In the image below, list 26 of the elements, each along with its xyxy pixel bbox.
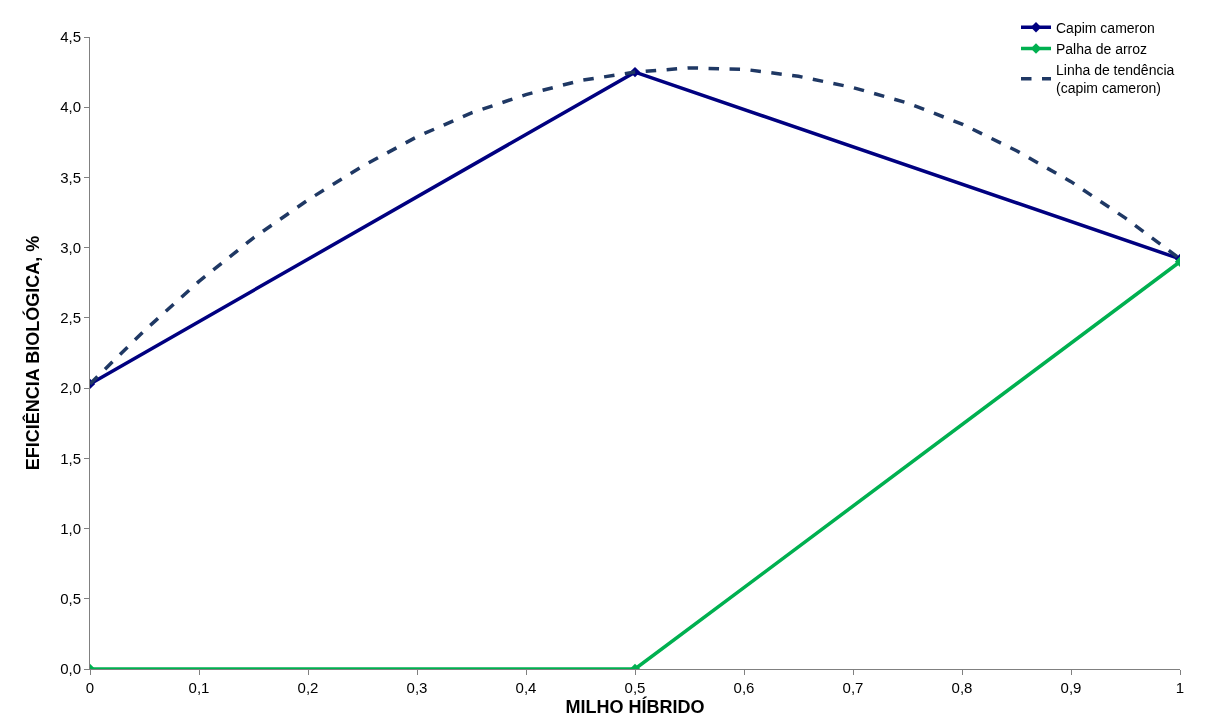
y-tick-label: 0,5 [60, 590, 81, 608]
y-axis-title: EFICIÊNCIA BIOLÓGICA, % [22, 235, 44, 471]
x-tick-label: 0,9 [1060, 679, 1082, 696]
x-tick-label: 0 [85, 679, 95, 696]
x-tick-label: 0,3 [406, 679, 428, 696]
x-tick-label: 0,7 [842, 679, 864, 696]
x-tick-label: 1 [1175, 679, 1185, 696]
x-tick-label: 0,6 [733, 679, 755, 696]
x-tick-label: 0,5 [624, 679, 646, 696]
y-tick-label: 3,0 [60, 238, 81, 256]
x-tick-label: 0,2 [297, 679, 319, 696]
legend-label: Linha de tendência (capim cameron) [1056, 62, 1175, 97]
x-tick-label: 0,8 [951, 679, 973, 696]
y-tick-label: 1,0 [60, 519, 81, 537]
x-tick-label: 0,4 [515, 679, 537, 696]
y-tick-label: 3,5 [60, 168, 81, 186]
y-tick-label: 0,0 [60, 660, 81, 678]
legend-label: Palha de arroz [1056, 40, 1148, 57]
y-tick-label: 4,5 [60, 28, 81, 46]
x-axis-title: MILHO HÍBRIDO [565, 696, 705, 717]
x-tick-label: 0,1 [188, 679, 210, 696]
y-tick-label: 4,0 [60, 98, 81, 116]
y-tick-label: 2,0 [60, 379, 81, 397]
y-tick-label: 1,5 [60, 449, 81, 467]
y-tick-label: 2,5 [60, 309, 81, 327]
legend-label: Capim cameron [1056, 19, 1155, 36]
